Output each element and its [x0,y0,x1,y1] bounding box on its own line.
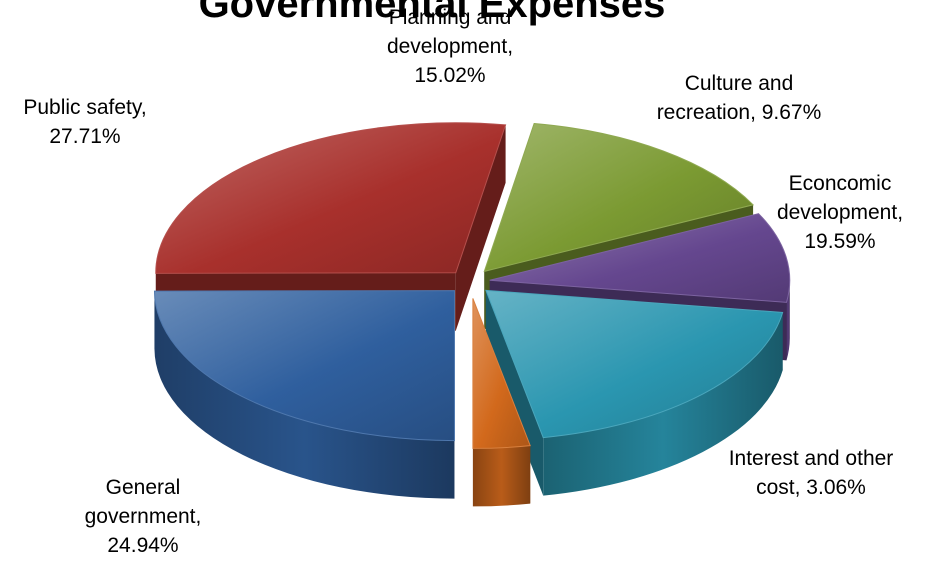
slice-label-line: development, [777,201,903,224]
slice-label-line: cost, 3.06% [756,476,866,499]
slice-outer-wall [472,445,531,507]
slice-top-face [155,122,507,274]
slice-label: Culture and recreation, 9.67% [657,72,822,124]
slice-top-face [489,213,791,303]
slice-interest [472,298,531,507]
slice-label-line: development, [387,35,513,58]
slice-label: Public safety, 27.71% [23,96,146,148]
slice-top-face [485,289,784,439]
slice-label: Planning and development, 15.02% [387,6,513,87]
slice-label-line: 19.59% [804,230,875,253]
slice-label-line: 24.94% [107,534,178,557]
slice-label: General government, 24.94% [85,476,202,557]
chart-title: Governmental Expenses [199,0,666,26]
slice-label-line: Public safety, [23,96,146,119]
slice-top-face [153,290,455,442]
slice-top-face [472,298,531,449]
slice-label: Interest and other cost, 3.06% [729,447,894,499]
slice-general-government [153,290,455,499]
slice-label-line: government, [85,505,202,528]
slice-labels: General government, 24.94% Public safety, 27… [23,6,903,557]
slice-label-line: recreation, 9.67% [657,101,822,124]
slice-label-line: Culture and [685,72,794,95]
slice-label-line: Interest and other [729,447,894,470]
slice-label-line: Econcomic [789,172,892,195]
slice-outer-wall [543,312,783,496]
slice-label: Econcomic development, 19.59% [777,172,903,253]
slice-label-line: Planning and [389,6,512,29]
slice-top-face [483,122,755,273]
slice-outer-wall [154,291,455,499]
slice-label-line: 15.02% [414,64,485,87]
slice-side-face [455,124,506,331]
slice-label-line: General [106,476,181,499]
slice-label-line: 27.71% [49,125,120,148]
pie-slices [153,122,791,507]
